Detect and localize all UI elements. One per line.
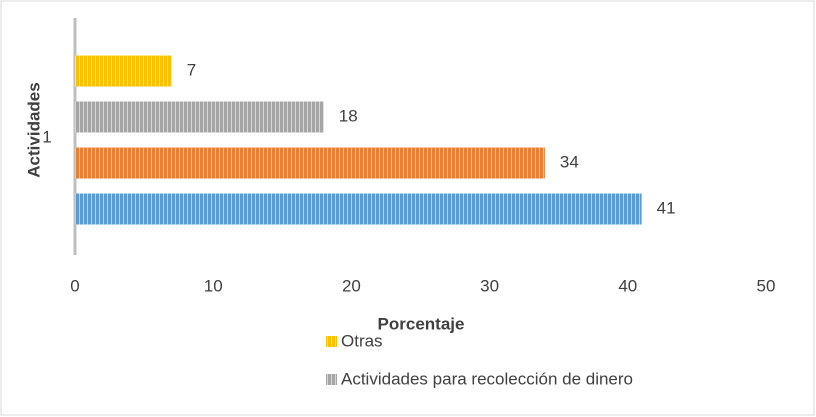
- x-tick-label: 50: [757, 276, 776, 295]
- x-tick-label: 0: [70, 276, 79, 295]
- data-label: 41: [657, 198, 676, 217]
- x-tick-label: 20: [342, 276, 361, 295]
- y-axis-title: Actividades: [24, 82, 43, 177]
- x-axis-title: Porcentaje: [378, 314, 465, 333]
- legend-label: Actividades para recolección de dinero: [341, 369, 633, 388]
- bar: [75, 55, 172, 87]
- bar: [75, 101, 324, 133]
- legend-swatch: [326, 336, 337, 347]
- data-label: 18: [339, 106, 358, 125]
- data-label: 34: [560, 152, 579, 171]
- legend-label: Otras: [341, 331, 383, 350]
- legend-swatch: [326, 374, 337, 385]
- bar: [75, 147, 545, 179]
- y-tick-label: 1: [42, 127, 51, 146]
- x-tick-label: 30: [480, 276, 499, 295]
- bar: [75, 193, 642, 225]
- x-tick-label: 40: [618, 276, 637, 295]
- x-tick-label: 10: [204, 276, 223, 295]
- data-label: 7: [187, 60, 196, 79]
